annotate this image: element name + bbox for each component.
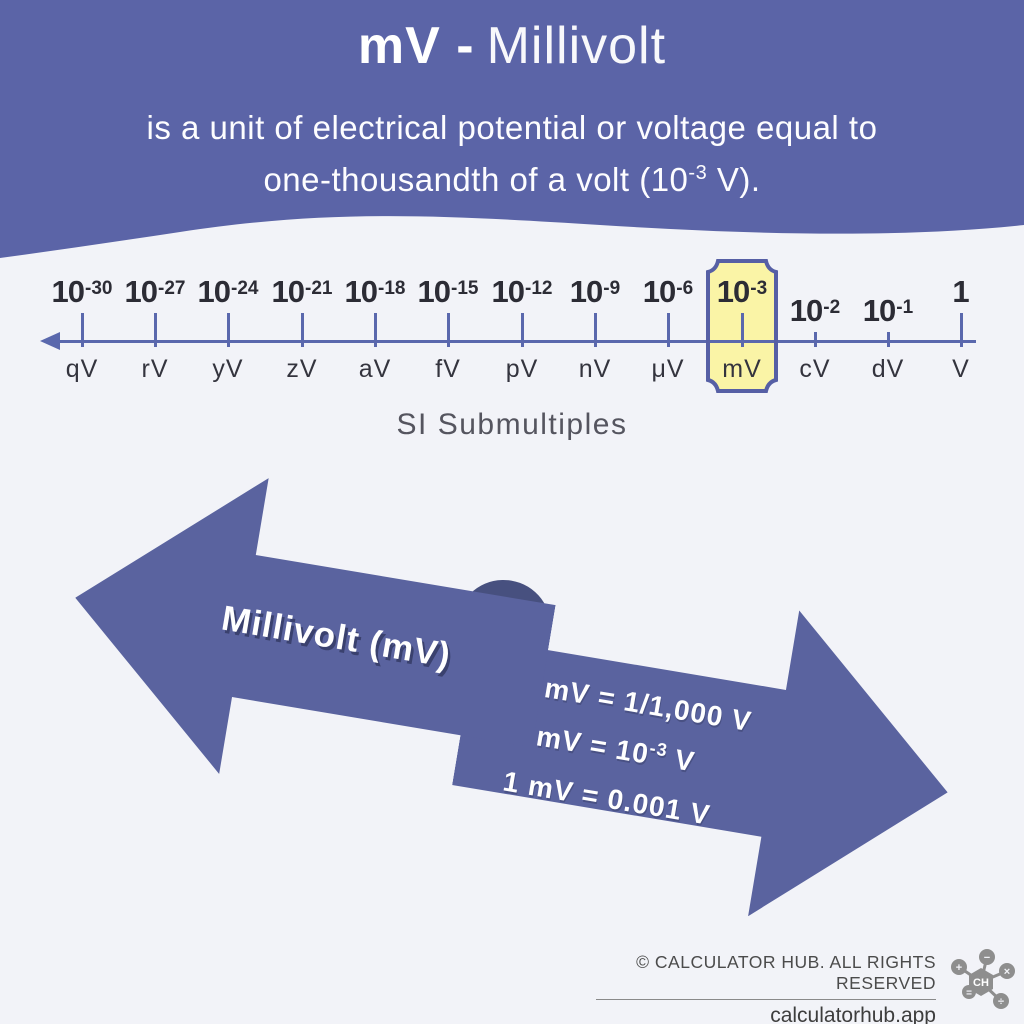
unit-description: is a unit of electrical potential or vol…: [0, 102, 1024, 206]
mv-highlight-box-border: [706, 259, 778, 393]
title-unit-name: Millivolt: [486, 17, 667, 75]
scale-tick-pv: 10 -12 pV: [491, 274, 553, 383]
scale-tick-dv: 10 -1 dV: [862, 293, 914, 383]
equals-icon: =: [966, 988, 972, 999]
scale-tick-mv-highlighted: 10 -3 mV: [716, 274, 768, 383]
description-line-1: is a unit of electrical potential or vol…: [146, 109, 878, 146]
scale-tick-cv: 10 -2 cV: [789, 293, 841, 383]
footer-site: calculatorhub.app: [770, 1004, 936, 1024]
scale-tick-rv: 10 -27 rV: [124, 274, 186, 383]
description-line-2: one-thousandth of a volt (10-3 V).: [263, 161, 761, 199]
si-submultiples-scale: 10 -30 qV 10 -27 rV 10 -24 yV 10 -21 zV 10 -1…: [0, 0, 1024, 450]
page-title: mV - Millivolt: [0, 16, 1024, 76]
scale-tick-zv: 10 -21 zV: [271, 274, 333, 383]
multiply-icon: ×: [1004, 966, 1010, 978]
scale-tick-fv: 10 -15 fV: [417, 274, 479, 383]
scale-tick-qv: 10 -30 qV: [51, 274, 113, 383]
scale-tick-yv: 10 -24 yV: [197, 274, 259, 383]
scale-tick-nv: 10 -9 nV: [569, 274, 621, 383]
scale-caption: SI Submultiples: [396, 408, 628, 441]
title-abbreviation: mV -: [357, 17, 475, 75]
divide-icon: ÷: [998, 996, 1004, 1008]
scale-tick-v: 1 V: [952, 274, 970, 383]
minus-icon: −: [984, 952, 990, 964]
scale-tick-av: 10 -18 aV: [344, 274, 406, 383]
footer-copyright: © CALCULATOR HUB. ALL RIGHTS RESERVED: [636, 952, 936, 993]
calculator-hub-logo-icon: CH + − × = ÷: [951, 949, 1015, 1009]
footer-divider: [596, 999, 936, 1000]
scale-tick-uv: 10 -6 μV: [642, 274, 694, 383]
plus-icon: +: [956, 962, 962, 974]
axis-left-arrow-icon: [40, 332, 60, 350]
axis-line: [56, 340, 976, 343]
header-wave-background: [0, 0, 1024, 258]
logo-monogram: CH: [973, 977, 989, 989]
conversion-ribbon: 1 mV = 1/1,000 V 1 mV = 10-3 V 1 mV = 0.…: [0, 440, 1024, 1000]
footer: © CALCULATOR HUB. ALL RIGHTS RESERVED ca…: [596, 952, 936, 1024]
millivolt-label: Millivolt (mV): [218, 598, 454, 676]
